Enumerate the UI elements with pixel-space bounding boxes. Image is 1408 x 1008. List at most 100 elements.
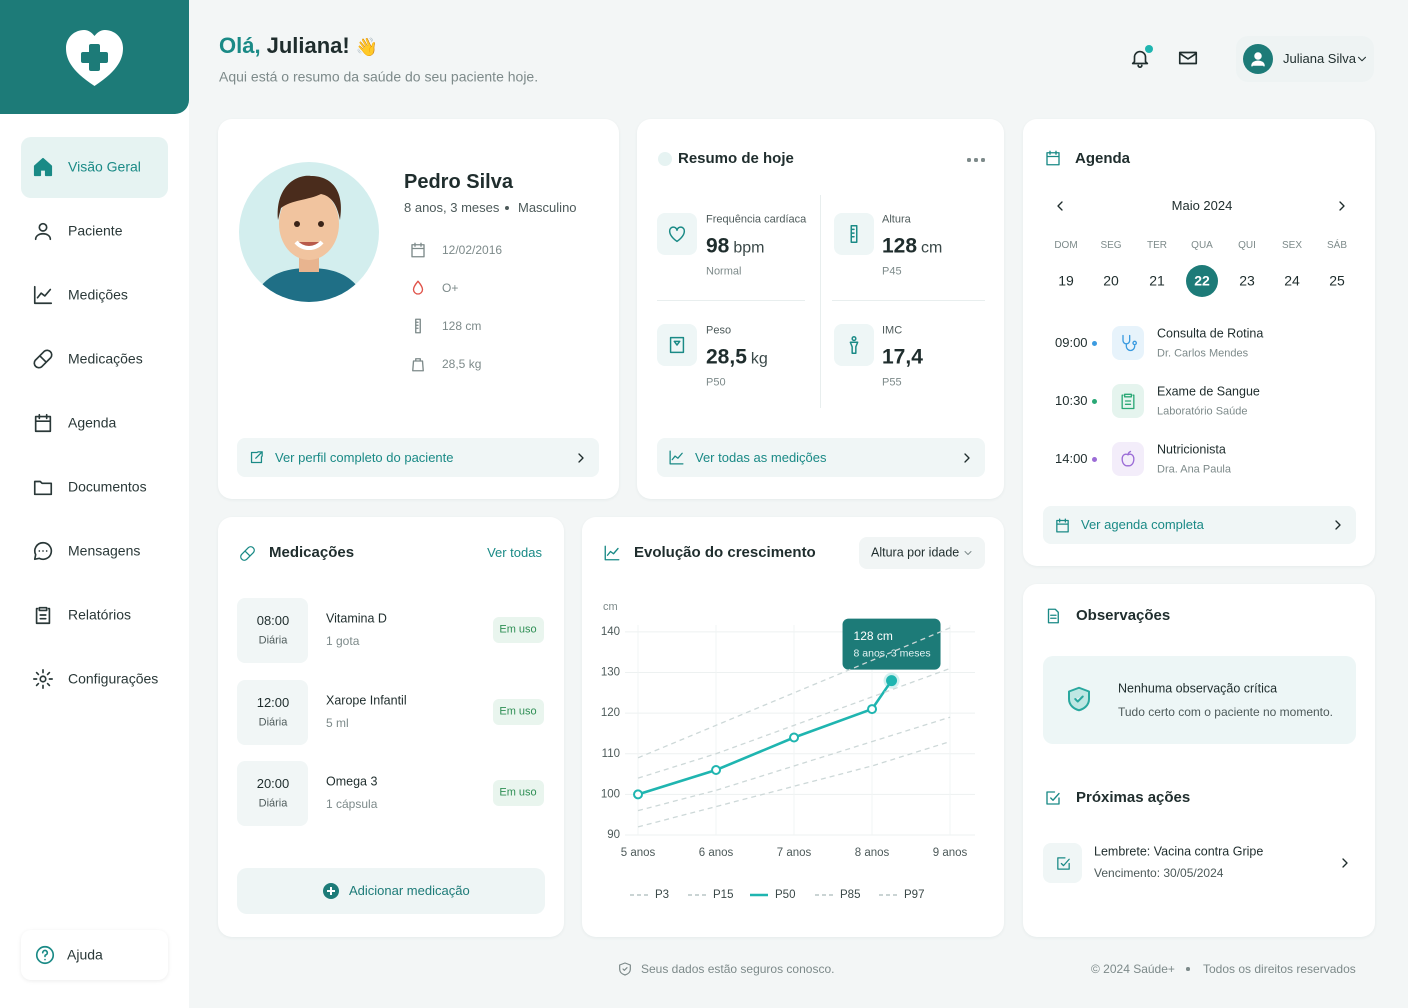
- status-badge: [493, 780, 544, 806]
- nav-icon: [33, 480, 53, 496]
- tooltip-subtitle: 8 anos, 3 meses: [854, 647, 931, 659]
- add-plus: [330, 887, 332, 895]
- status-text: Tudo certo com o paciente no momento.: [1118, 704, 1334, 719]
- med-dose: 1 gota: [326, 633, 360, 648]
- logo[interactable]: [0, 0, 189, 114]
- status-badge: [493, 699, 544, 725]
- prev-month: [1057, 201, 1063, 211]
- nav-item[interactable]: Medicações: [68, 350, 143, 367]
- nav-item[interactable]: Relatórios: [68, 606, 132, 623]
- y-tick-label: 140: [601, 626, 620, 638]
- avatar-icon: [1251, 52, 1265, 67]
- event-title: Nutricionista: [1157, 442, 1226, 457]
- card: [1023, 119, 1375, 566]
- patient-sex: Masculino: [518, 200, 577, 216]
- med-name: Vitamina D: [326, 611, 387, 626]
- help-label[interactable]: Ajuda: [67, 946, 103, 963]
- metric-note: P55: [882, 376, 902, 389]
- nav-icon: [33, 669, 53, 689]
- see-all[interactable]: Ver todas: [487, 545, 542, 561]
- day[interactable]: 19: [1058, 272, 1074, 289]
- metric-icon: [850, 225, 858, 243]
- logo-icon: [66, 30, 123, 86]
- selector-label[interactable]: Altura por idade: [871, 545, 960, 560]
- link-label[interactable]: Ver agenda completa: [1081, 517, 1204, 533]
- event-time: 10:30: [1055, 393, 1088, 409]
- med-time: 20:00: [256, 776, 290, 792]
- metric-unit: kg: [750, 350, 768, 368]
- nav-item[interactable]: Configurações: [68, 670, 159, 687]
- metric-icon-box: [834, 213, 874, 255]
- series-line: [637, 627, 951, 759]
- nav-item[interactable]: Paciente: [68, 222, 123, 239]
- chart-selector[interactable]: [859, 537, 985, 569]
- data-point: [886, 675, 898, 687]
- med-status: Em uso: [499, 705, 537, 718]
- day[interactable]: 25: [1329, 272, 1345, 289]
- weekday: SEG: [1100, 240, 1122, 251]
- data-point: [789, 732, 800, 743]
- nav-icon: [33, 349, 53, 369]
- footer-security: Seus dados estão seguros conosco.: [641, 961, 835, 976]
- link-bar[interactable]: [1043, 506, 1356, 544]
- divider: [832, 300, 985, 301]
- med-name: Xarope Infantil: [326, 693, 407, 708]
- link-bar[interactable]: [237, 438, 599, 477]
- nav-item[interactable]: Mensagens: [68, 542, 141, 559]
- actions-icon: [1046, 791, 1060, 805]
- link-bar[interactable]: [657, 438, 985, 477]
- legend-label: P15: [713, 889, 733, 901]
- med-name: Omega 3: [326, 774, 378, 789]
- day[interactable]: 21: [1149, 272, 1165, 289]
- time-box: [237, 598, 308, 663]
- metric-icon: [668, 226, 686, 243]
- nav-item[interactable]: Visão Geral: [68, 158, 141, 175]
- chart-icon: [604, 545, 620, 561]
- observations-icon: [1047, 608, 1059, 624]
- weekday: QUA: [1191, 240, 1213, 251]
- link-label[interactable]: Ver todas as medições: [695, 449, 827, 465]
- day[interactable]: 23: [1239, 272, 1255, 289]
- series-line: [637, 679, 893, 796]
- day[interactable]: 24: [1284, 272, 1300, 289]
- status-icon: [1068, 686, 1090, 712]
- y-tick-label: 100: [601, 788, 620, 800]
- nav-icon: [33, 285, 53, 305]
- nav-icon: [33, 541, 53, 561]
- help-icon: [36, 945, 54, 965]
- metric-label: IMC: [882, 324, 903, 337]
- status-badge: [493, 617, 544, 643]
- action-title[interactable]: Lembrete: Vacina contra Gripe: [1094, 844, 1264, 859]
- metric-unit: cm: [921, 239, 943, 257]
- day[interactable]: 20: [1103, 272, 1119, 289]
- nav-item[interactable]: Agenda: [68, 414, 117, 431]
- card-title: Observações: [1076, 607, 1171, 624]
- x-tick-label: 8 anos: [855, 847, 890, 859]
- metric-label: Altura: [882, 213, 911, 226]
- data-point: [711, 765, 722, 776]
- nav-item[interactable]: Medições: [68, 286, 128, 303]
- tooltip-value: 128 cm: [854, 629, 893, 643]
- metric-value-row: 128 cm: [882, 233, 942, 258]
- x-tick-label: 7 anos: [777, 847, 812, 859]
- more-dot: [967, 158, 971, 162]
- greeting-hello: Olá,: [219, 32, 261, 58]
- nav-item[interactable]: Documentos: [68, 478, 147, 495]
- action-icon: [1056, 856, 1070, 870]
- med-status: Em uso: [499, 786, 537, 799]
- metric-value: 17,4: [882, 345, 923, 369]
- add-medication[interactable]: [237, 868, 545, 914]
- footer-dot: [1186, 967, 1190, 971]
- messages-icon: [1178, 51, 1198, 65]
- x-tick-label: 9 anos: [933, 847, 968, 859]
- card: [1023, 584, 1375, 937]
- add-label[interactable]: Adicionar medicação: [349, 883, 470, 899]
- action-icon-box: [1043, 843, 1082, 883]
- link-icon: [1055, 517, 1069, 533]
- event-dot: [1091, 456, 1097, 462]
- metric-icon-box: [834, 324, 874, 366]
- y-tick-label: 130: [601, 667, 620, 679]
- card-title: Próximas ações: [1076, 789, 1191, 806]
- link-label[interactable]: Ver perfil completo do paciente: [275, 449, 454, 465]
- day[interactable]: 22: [1194, 272, 1210, 289]
